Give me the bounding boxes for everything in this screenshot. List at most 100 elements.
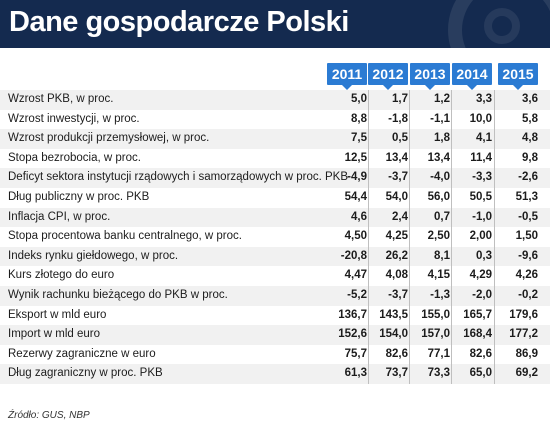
cell-value: 69,2 <box>515 367 538 380</box>
cell-value: 1,2 <box>434 93 450 105</box>
cell-value: 75,7 <box>344 347 367 360</box>
cell-value: 12,5 <box>344 151 367 164</box>
cell-value: 136,7 <box>338 308 367 321</box>
year-header-2: 2013 <box>410 63 450 90</box>
cell-value: 4,25 <box>385 230 408 243</box>
cell-value: 4,08 <box>385 269 408 282</box>
cell-value: -3,3 <box>472 171 492 184</box>
row-label: Eksport w mld euro <box>8 308 107 321</box>
cell-value: 82,6 <box>469 347 492 360</box>
cell-value: 154,0 <box>379 328 408 341</box>
cell-value: 4,15 <box>427 269 450 282</box>
cell-value: 26,2 <box>385 249 408 262</box>
row-label: Stopa procentowa banku centralnego, w pr… <box>8 230 242 243</box>
cell-value: -2,6 <box>518 171 538 184</box>
cell-value: 155,0 <box>421 308 450 321</box>
cell-value: 1,7 <box>392 93 408 105</box>
logo-ring-icon <box>448 0 550 48</box>
cell-value: -0,5 <box>518 210 538 223</box>
table-row: Stopa procentowa banku centralnego, w pr… <box>0 227 550 247</box>
cell-value: 2,00 <box>469 230 492 243</box>
cell-value: 54,4 <box>344 190 367 203</box>
row-label: Wynik rachunku bieżącego do PKB w proc. <box>8 288 228 301</box>
cell-value: 13,4 <box>427 151 450 164</box>
cell-value: 4,47 <box>344 269 367 282</box>
cell-value: -4,9 <box>347 171 367 184</box>
cell-value: 7,5 <box>351 132 367 145</box>
table-row: Kurs złotego do euro 4,47 4,08 4,15 4,29 4,26 <box>0 266 550 286</box>
cell-value: -1,1 <box>430 112 450 125</box>
cell-value: 61,3 <box>344 367 367 380</box>
cell-value: 0,7 <box>434 210 450 223</box>
cell-value: 4,6 <box>351 210 367 223</box>
cell-value: 13,4 <box>385 151 408 164</box>
cell-value: -0,2 <box>518 288 538 301</box>
cell-value: 1,50 <box>515 230 538 243</box>
cell-value: -3,7 <box>388 171 408 184</box>
cell-value: 3,6 <box>522 93 538 105</box>
row-label: Indeks rynku giełdowego, w proc. <box>8 249 179 262</box>
table-row: Stopa bezrobocia, w proc. 12,5 13,4 13,4 11,… <box>0 149 550 169</box>
cell-value: 2,4 <box>392 210 408 223</box>
cell-value: -2,0 <box>472 288 492 301</box>
page-title: Dane gospodarcze Polski <box>9 6 349 38</box>
row-label: Wzrost produkcji przemysłowej, w proc. <box>8 132 210 145</box>
table-row: Dług zagraniczny w proc. PKB 61,3 73,7 73,3… <box>0 364 550 384</box>
cell-value: 73,7 <box>385 367 408 380</box>
cell-value: -1,8 <box>388 112 408 125</box>
cell-value: 1,8 <box>434 132 450 145</box>
table-row: Eksport w mld euro 136,7 143,5 155,0 165,7 17… <box>0 306 550 326</box>
table-row: Dług publiczny w proc. PKB 54,4 54,0 56,0 50… <box>0 188 550 208</box>
cell-value: 4,29 <box>469 269 492 282</box>
row-label: Kurs złotego do euro <box>8 269 115 282</box>
row-label: Deficyt sektora instytucji rządowych i s… <box>8 171 349 184</box>
year-header-row: 2011 2012 2013 2014 2015 <box>0 60 550 90</box>
cell-value: 86,9 <box>515 347 538 360</box>
table-row: Inflacja CPI, w proc. 4,6 2,4 0,7 -1,0 -0,5 <box>0 207 550 228</box>
table-row: Wzrost produkcji przemysłowej, w proc. 7,… <box>0 129 550 149</box>
cell-value: 10,0 <box>469 112 492 125</box>
cell-value: -9,6 <box>518 249 538 262</box>
cell-value: 177,2 <box>509 328 538 341</box>
cell-value: -1,3 <box>430 288 450 301</box>
table-row: Wzrost inwestycji, w proc. 8,8 -1,8 -1,1 10,… <box>0 110 550 130</box>
table-row: Rezerwy zagraniczne w euro 75,7 82,6 77,1 82… <box>0 345 550 365</box>
cell-value: 5,8 <box>522 112 538 125</box>
cell-value: 5,0 <box>351 93 367 105</box>
year-header-0: 2011 <box>327 63 367 90</box>
year-header-1: 2012 <box>368 63 408 90</box>
table-row: Deficyt sektora instytucji rządowych i s… <box>0 168 550 188</box>
column-separator <box>451 90 452 384</box>
cell-value: 0,3 <box>476 249 492 262</box>
year-header-4: 2015 <box>498 63 538 90</box>
table-row: Import w mld euro 152,6 154,0 157,0 168,4 177… <box>0 325 550 345</box>
cell-value: 51,3 <box>515 190 538 203</box>
data-table: 2011 2012 2013 2014 2015 Wzrost PKB, w proc.… <box>0 60 550 384</box>
cell-value: 4,8 <box>522 132 538 145</box>
cell-value: -5,2 <box>347 288 367 301</box>
table-row: Wynik rachunku bieżącego do PKB w proc. -… <box>0 285 550 306</box>
cell-value: 9,8 <box>522 151 538 164</box>
cell-value: 56,0 <box>427 190 450 203</box>
cell-value: 143,5 <box>379 308 408 321</box>
row-label: Stopa bezrobocia, w proc. <box>8 151 141 164</box>
cell-value: 8,8 <box>351 112 367 125</box>
cell-value: 65,0 <box>469 367 492 380</box>
cell-value: 0,5 <box>392 132 408 145</box>
cell-value: 4,1 <box>476 132 492 145</box>
cell-value: 3,3 <box>476 93 492 105</box>
cell-value: 179,6 <box>509 308 538 321</box>
column-separator <box>409 90 410 384</box>
column-separator <box>494 90 495 384</box>
row-label: Wzrost inwestycji, w proc. <box>8 112 140 125</box>
year-header-3: 2014 <box>452 63 492 90</box>
table-body: Wzrost PKB, w proc. 5,0 1,7 1,2 3,3 3,6 Wzrost… <box>0 90 550 384</box>
table-row: Wzrost PKB, w proc. 5,0 1,7 1,2 3,3 3,6 <box>0 90 550 110</box>
table-row: Indeks rynku giełdowego, w proc. -20,8 26,… <box>0 246 550 267</box>
cell-value: 73,3 <box>427 367 450 380</box>
row-label: Import w mld euro <box>8 328 101 341</box>
title-banner: Dane gospodarcze Polski <box>0 0 550 48</box>
cell-value: 157,0 <box>421 328 450 341</box>
cell-value: 165,7 <box>463 308 492 321</box>
row-label: Dług zagraniczny w proc. PKB <box>8 367 163 380</box>
